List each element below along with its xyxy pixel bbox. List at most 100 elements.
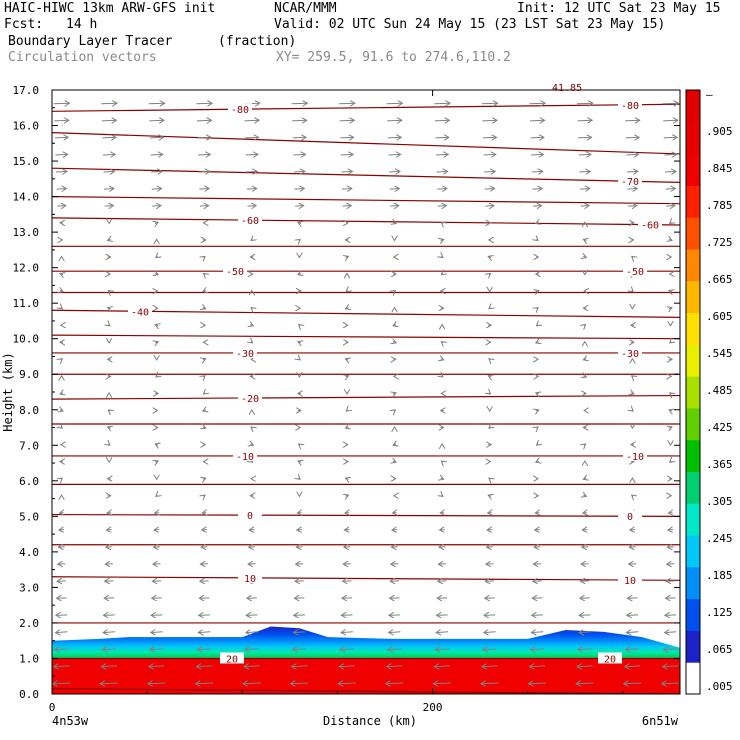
- y-tick-label: 12.0: [13, 262, 40, 275]
- vector-arrow: [345, 427, 348, 428]
- colorbar-swatch: [686, 185, 700, 218]
- vector-arrow: [247, 206, 257, 207]
- isotherm-label-bg: [618, 346, 642, 358]
- isotherm-label-bg: [238, 214, 262, 226]
- vector-arrow: [294, 188, 304, 189]
- vector-arrow: [291, 103, 307, 104]
- vector-arrow: [625, 137, 639, 138]
- y-tick-label: 14.0: [13, 191, 40, 204]
- vector-arrow: [197, 649, 212, 650]
- vector-arrow: [345, 478, 348, 479]
- vector-arrow: [483, 649, 497, 650]
- vector-arrow: [389, 188, 400, 189]
- vector-arrow: [577, 120, 593, 121]
- vector-arrow: [298, 273, 301, 274]
- vector-arrow: [437, 206, 447, 207]
- vector-arrow: [346, 290, 348, 291]
- isotherm-label: -20: [241, 394, 259, 405]
- colorbar-swatch: [686, 630, 700, 663]
- circulation-vectors: [53, 103, 680, 684]
- vector-arrow: [293, 632, 306, 633]
- vector-arrow: [246, 171, 257, 172]
- vector-arrow: [663, 137, 677, 138]
- vector-arrow: [627, 188, 638, 189]
- isotherm-label-bg: [233, 449, 257, 461]
- vector-arrow: [583, 239, 586, 240]
- isotherm-label: -80: [231, 105, 249, 116]
- vector-arrow: [670, 222, 672, 223]
- colorbar-swatch: [686, 217, 700, 250]
- vector-arrow: [298, 461, 301, 462]
- colorbar-label: .005: [706, 680, 733, 693]
- vector-arrow: [483, 154, 496, 155]
- x-right-end-label: 6n51w: [642, 714, 679, 728]
- vector-arrow: [441, 222, 443, 223]
- isotherm-label: 0: [627, 512, 633, 523]
- vector-arrow: [488, 495, 491, 496]
- vector-arrow: [387, 666, 403, 667]
- vector-arrow: [299, 444, 301, 445]
- vector-arrow: [662, 683, 680, 684]
- y-tick-label: 10.0: [13, 333, 40, 346]
- vector-arrow: [625, 666, 641, 667]
- vector-arrow: [662, 103, 679, 104]
- init-time: Init: 12 UTC Sat 23 May 15: [517, 1, 721, 16]
- vector-arrow: [577, 666, 593, 667]
- vector-arrow: [436, 632, 449, 633]
- vector-arrow: [149, 120, 164, 121]
- vector-arrow: [532, 188, 542, 189]
- vector-arrow: [482, 666, 498, 667]
- colorbar-label: .305: [706, 495, 733, 508]
- colorbar-swatch: [686, 439, 700, 472]
- isotherm-label: -10: [236, 452, 254, 463]
- vector-arrow: [156, 376, 158, 377]
- vector-arrow: [293, 649, 307, 650]
- vector-arrow: [104, 188, 114, 189]
- vector-arrow: [669, 290, 672, 291]
- vector-arrow: [299, 478, 301, 479]
- plot-area: [52, 103, 680, 694]
- vector-arrow: [436, 171, 448, 172]
- isotherm-label: -80: [621, 101, 639, 112]
- vector-arrow: [484, 632, 496, 633]
- vector-arrow: [434, 103, 450, 104]
- vector-arrow: [60, 290, 63, 291]
- vector-arrow: [196, 120, 212, 121]
- x-axis-label: Distance (km): [323, 714, 417, 728]
- vector-arrow: [251, 239, 253, 240]
- vector-arrow: [245, 154, 258, 155]
- vector-arrow: [251, 308, 253, 309]
- isotherm-label-bg: [238, 391, 262, 403]
- colorbar-label: .365: [706, 458, 733, 471]
- vector-arrow: [578, 154, 591, 155]
- vector-arrow: [148, 103, 165, 104]
- colorbar-swatch: [686, 121, 700, 155]
- model-title: HAIC-HIWC 13km ARW-GFS init: [4, 1, 216, 16]
- vector-arrow: [61, 359, 63, 360]
- isotherm-label-bg: [598, 652, 622, 664]
- vector-arrow: [393, 325, 396, 326]
- vector-arrow: [670, 393, 672, 394]
- y-axis-label: Height (km): [1, 352, 15, 431]
- vector-arrow: [108, 290, 110, 291]
- colorbar-swatch: [686, 312, 700, 345]
- isotherm-label: 0: [247, 511, 253, 522]
- isotherm-label-bg: [623, 449, 647, 461]
- vector-arrow: [151, 171, 162, 172]
- colorbar-swatch: [686, 153, 700, 186]
- vector-arrow: [583, 376, 586, 377]
- vector-arrow: [345, 376, 348, 377]
- vector-arrow: [529, 666, 546, 667]
- vector-arrow: [100, 683, 118, 684]
- vector-arrow: [291, 683, 309, 684]
- colorbar: .005 .065 .125 .185 .245 .305 .365 .425 .485 .545…: [685, 88, 733, 695]
- y-tick-label: 11.0: [13, 297, 40, 310]
- vector-arrow: [108, 427, 111, 428]
- vector-arrow: [579, 188, 590, 189]
- vector-arrow: [198, 154, 210, 155]
- vector-arrow: [529, 103, 545, 104]
- colorbar-swatch: [686, 248, 700, 282]
- vector-arrow: [583, 256, 586, 257]
- vector-arrow: [626, 171, 638, 172]
- vector-arrow: [102, 649, 116, 650]
